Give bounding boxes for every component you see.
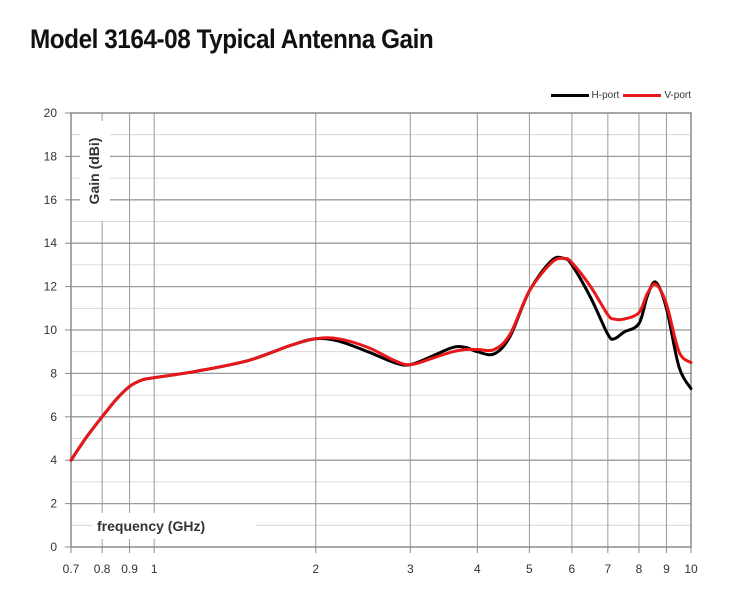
y-tick-label: 14 [44, 236, 58, 250]
x-axis-title: frequency (GHz) [97, 518, 205, 534]
legend-label-h-port: H-port [591, 90, 620, 101]
x-tick-label: 10 [684, 562, 698, 576]
y-tick-label: 16 [44, 193, 58, 207]
y-tick-label: 0 [50, 540, 57, 554]
y-tick-label: 20 [44, 106, 58, 120]
x-tick-label: 1 [151, 562, 158, 576]
x-tick-label: 9 [663, 562, 670, 576]
y-tick-label: 18 [44, 149, 58, 163]
x-tick-label: 5 [526, 562, 533, 576]
ylabel-background [80, 121, 110, 221]
legend-swatch-v-port [623, 94, 662, 97]
xlabel-background [92, 513, 256, 539]
x-tick-label: 0.8 [94, 562, 111, 576]
y-tick-label: 8 [50, 366, 57, 380]
x-tick-label: 2 [312, 562, 319, 576]
page-title: Model 3164-08 Typical Antenna Gain [30, 24, 434, 54]
x-tick-label: 8 [636, 562, 643, 576]
legend-item-v-port: V-port [623, 90, 691, 101]
x-tick-label: 4 [474, 562, 481, 576]
x-tick-label: 6 [569, 562, 576, 576]
x-tick-label: 7 [604, 562, 611, 576]
y-tick-label: 2 [50, 497, 57, 511]
x-tick-label: 3 [407, 562, 414, 576]
chart-legend: H-port V-port [550, 90, 691, 101]
legend-swatch-h-port [550, 94, 589, 97]
y-tick-label: 4 [50, 453, 57, 467]
y-tick-label: 12 [44, 280, 58, 294]
x-tick-label: 0.9 [121, 562, 138, 576]
y-tick-label: 10 [44, 323, 58, 337]
y-axis-title: Gain (dBi) [86, 138, 102, 205]
series-line-v-port [69, 256, 693, 462]
legend-item-h-port: H-port [550, 90, 620, 101]
y-tick-label: 6 [50, 410, 57, 424]
legend-label-v-port: V-port [664, 90, 691, 101]
x-tick-label: 0.7 [63, 562, 80, 576]
